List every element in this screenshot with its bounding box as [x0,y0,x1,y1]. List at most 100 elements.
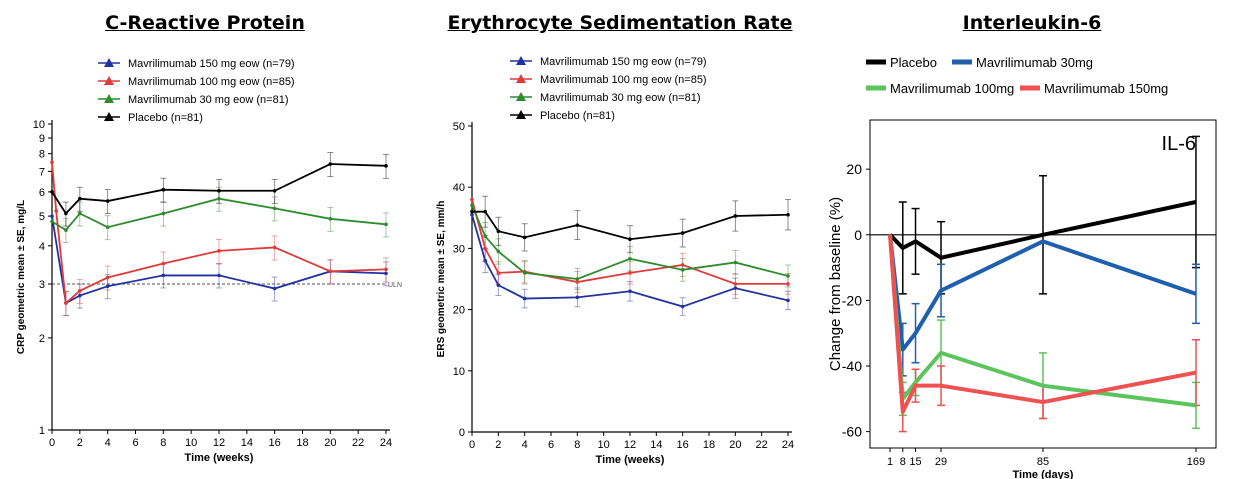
x-tick-label: 85 [1037,456,1049,468]
legend-label: Placebo (n=81) [128,112,203,124]
y-tick-label: 1 [39,425,45,437]
data-point [78,197,82,201]
data-point [786,282,790,286]
data-point [628,237,632,241]
y-tick-label: 0 [459,427,465,439]
data-point [483,210,487,214]
y-tick-label: 7 [39,166,45,178]
x-tick-label: 8 [160,437,166,449]
y-tick-label: 20 [846,161,862,177]
legend-label: Mavrilimumab 100mg [890,81,1014,96]
data-point [483,259,487,263]
data-point [734,214,738,218]
data-point [628,257,632,261]
data-point [576,280,580,284]
crp-panel: C-Reactive Protein 1 2 3 4 5 6 7 8 9 10 0 2 4 6 8 10 12 1… [0,0,410,479]
data-point [734,286,738,290]
data-point [483,247,487,251]
y-tick-label: 3 [39,279,45,291]
data-point [273,207,277,211]
esr-panel: Erythrocyte Sedimentation Rate 0 10 20 30 40… [410,0,830,479]
y-tick-label: 30 [453,243,465,255]
data-point [576,223,580,227]
data-point [576,277,580,281]
data-point [497,250,501,254]
esr-chart: 010203040500 2 4 6 8 10 12 14 16 18 20 22 24Time (we… [410,0,830,479]
x-tick-label: 8 [900,456,906,468]
x-tick-label: 1 [887,456,893,468]
legend-label: Mavrilimumab 150 mg eow (n=79) [540,56,707,68]
legend-label: Mavrilimumab 150mg [1044,81,1168,96]
legend-label: Mavrilimumab 30 mg eow (n=81) [128,94,288,106]
x-tick-label: 18 [703,439,715,451]
y-tick-label: 2 [39,333,45,345]
data-point [50,214,54,218]
data-point [78,294,82,298]
x-axis-label: Time (weeks) [185,452,254,464]
data-point [273,246,277,250]
legend-label: Mavrilimumab 100 mg eow (n=85) [128,76,295,88]
y-tick-label: 5 [39,211,45,223]
x-tick-label: 22 [756,439,768,451]
x-tick-label: 24 [380,437,392,449]
x-tick-label: 4 [522,439,528,451]
data-point [106,225,110,229]
data-point [162,274,166,278]
legend-label: Placebo (n=81) [540,110,615,122]
y-tick-label: 10 [33,119,45,131]
legend-label: Mavrilimumab 100 mg eow (n=85) [540,74,707,86]
data-point [523,236,527,240]
data-point [106,284,110,288]
y-axis-label: Change from baseline (%) [827,197,844,371]
uln-reference-label: ULN [388,282,402,289]
data-point [217,249,221,253]
x-tick-label: 10 [598,439,610,451]
il6-chart: 20 0 -20 -40 -60 1 8 15 29 85 169 Time (days) Change… [830,0,1234,479]
legend-label: Mavrilimumab 30mg [976,55,1093,70]
x-tick-label: 6 [548,439,554,451]
data-point [50,220,54,224]
data-point [576,296,580,300]
data-point [273,287,277,291]
x-tick-label: 10 [185,437,197,449]
y-tick-label: 20 [453,305,465,317]
y-tick-label: -40 [842,358,862,374]
x-tick-label: 20 [729,439,741,451]
data-point [470,210,474,214]
data-point [681,305,685,309]
data-point [64,212,68,216]
data-point [497,229,501,233]
data-point [162,212,166,216]
data-point [50,190,54,194]
data-point [106,276,110,280]
y-tick-label: 6 [39,187,45,199]
data-point [329,217,333,221]
data-point [497,283,501,287]
x-tick-label: 0 [49,437,55,449]
y-tick-label: 50 [453,121,465,133]
data-point [470,204,474,208]
legend-label: Mavrilimumab 30 mg eow (n=81) [540,92,700,104]
data-point [217,197,221,201]
data-point [217,274,221,278]
x-tick-label: 2 [77,437,83,449]
data-point [329,162,333,166]
data-point [106,199,110,203]
legend-label: Placebo [890,55,937,70]
x-tick-label: 14 [650,439,662,451]
x-tick-label: 8 [574,439,580,451]
data-point [523,297,527,301]
data-point [273,189,277,193]
data-point [78,289,82,293]
data-point [384,268,388,272]
data-point [54,209,58,213]
x-tick-label: 12 [213,437,225,449]
y-tick-label: 9 [39,133,45,145]
x-tick-label: 14 [241,437,253,449]
data-point [681,263,685,267]
x-axis-label: Time (weeks) [596,454,665,466]
y-tick-label: 8 [39,149,45,161]
data-point [786,299,790,303]
data-point [734,282,738,286]
data-point [734,261,738,265]
